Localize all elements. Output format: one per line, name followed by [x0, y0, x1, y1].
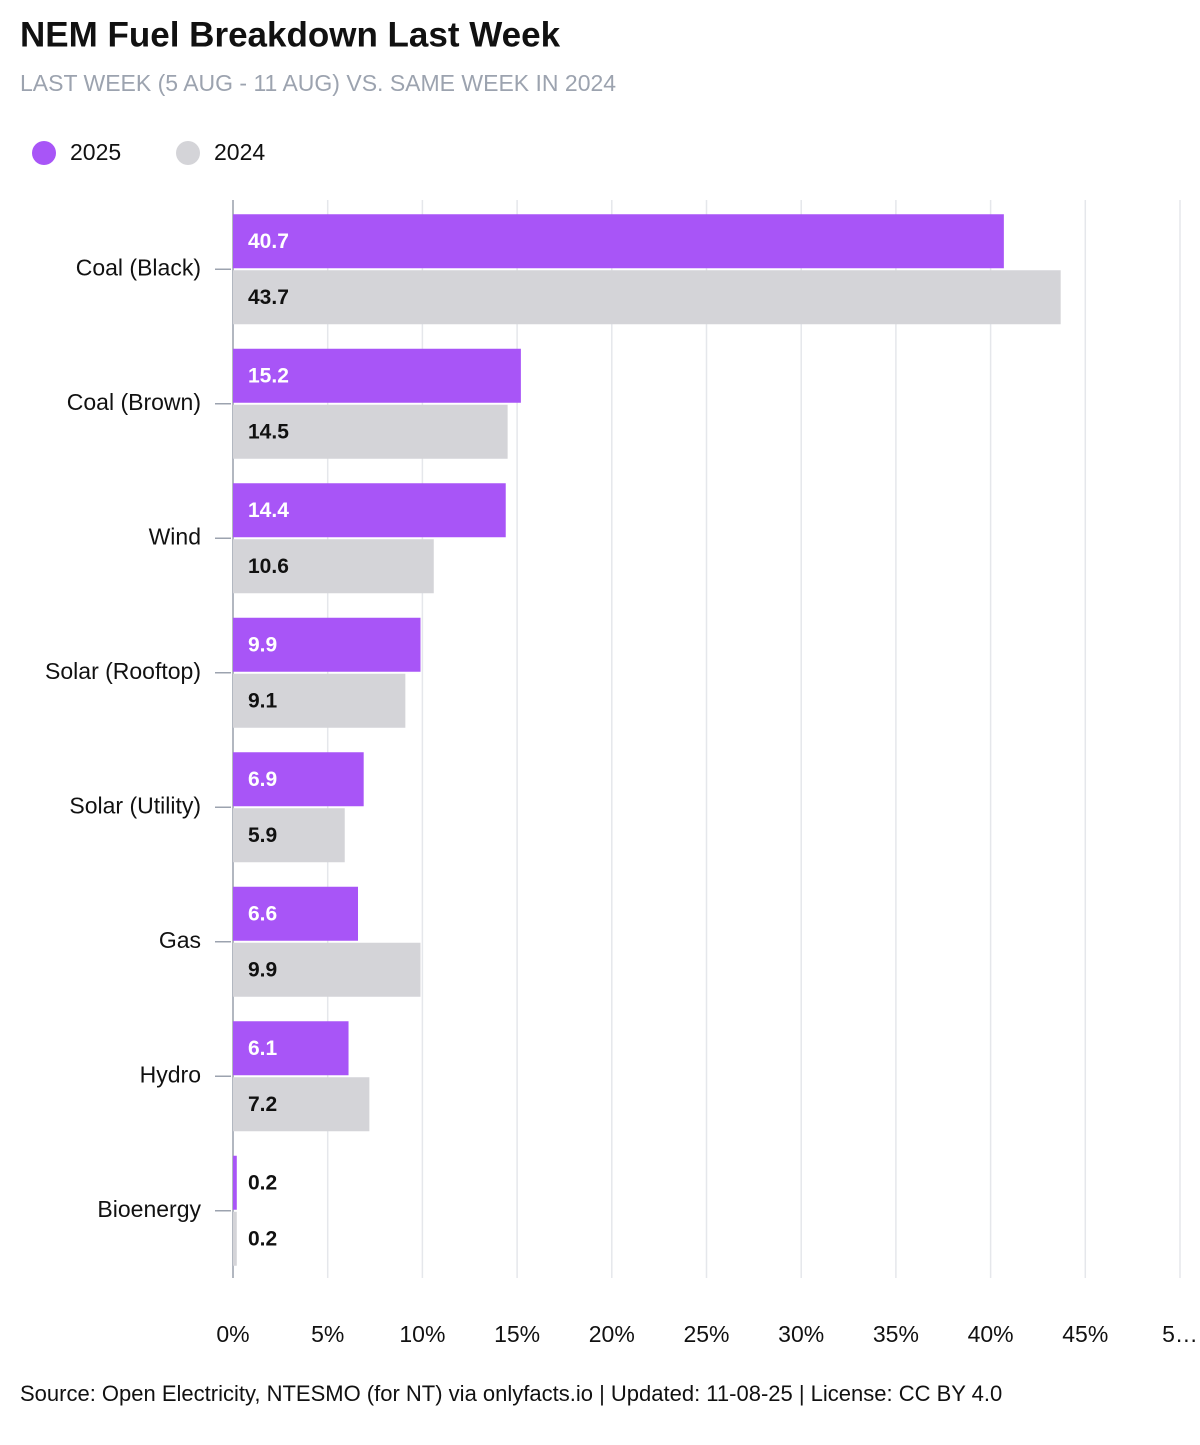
bar: [233, 214, 1004, 269]
bar: [233, 673, 406, 728]
value-label: 0.2: [248, 1227, 277, 1250]
bar: [233, 483, 506, 538]
bar: [233, 1211, 237, 1266]
y-tick-label: Bioenergy: [97, 1196, 201, 1222]
y-tick-label: Coal (Black): [76, 254, 201, 280]
x-tick-label: 20%: [589, 1321, 635, 1347]
value-label: 6.1: [248, 1037, 278, 1060]
bar: [233, 404, 508, 459]
value-label: 9.9: [248, 958, 277, 981]
bar: [233, 539, 434, 594]
legend-label: 2025: [70, 139, 121, 165]
x-tick-label: 30%: [778, 1321, 824, 1347]
legend-swatch: [176, 141, 200, 165]
value-label: 14.4: [248, 499, 289, 522]
x-tick-label: 40%: [968, 1321, 1014, 1347]
value-label: 0.2: [248, 1171, 277, 1194]
bar: [233, 752, 364, 807]
y-tick-label: Solar (Rooftop): [45, 658, 201, 684]
value-label: 40.7: [248, 230, 289, 253]
value-label: 7.2: [248, 1093, 277, 1116]
legend-swatch: [32, 141, 56, 165]
x-tick-label: 0%: [216, 1321, 249, 1347]
y-tick-label: Hydro: [140, 1061, 201, 1087]
x-tick-label: 10%: [399, 1321, 445, 1347]
bar: [233, 348, 521, 403]
y-tick-label: Gas: [159, 927, 201, 953]
legend-label: 2024: [214, 139, 265, 165]
value-label: 10.6: [248, 555, 289, 578]
bar: [233, 617, 421, 672]
value-label: 9.1: [248, 689, 278, 712]
bar: [233, 270, 1061, 325]
bar: [233, 886, 359, 941]
x-tick-label: 35%: [873, 1321, 919, 1347]
value-label: 5.9: [248, 824, 277, 847]
bar: [233, 1155, 237, 1210]
x-tick-label: 45%: [1062, 1321, 1108, 1347]
value-label: 14.5: [248, 420, 289, 443]
value-label: 6.6: [248, 902, 277, 925]
y-tick-label: Solar (Utility): [69, 792, 201, 818]
bar: [233, 1077, 370, 1132]
x-tick-label: 5%: [311, 1321, 344, 1347]
value-label: 15.2: [248, 364, 289, 387]
bar: [233, 808, 345, 863]
y-tick-label: Coal (Brown): [67, 389, 201, 415]
y-tick-label: Wind: [149, 523, 201, 549]
x-tick-label: 25%: [683, 1321, 729, 1347]
chart-title: NEM Fuel Breakdown Last Week: [20, 15, 561, 54]
x-tick-label: 5…: [1162, 1321, 1198, 1347]
value-label: 43.7: [248, 286, 289, 309]
value-label: 6.9: [248, 768, 277, 791]
x-tick-label: 15%: [494, 1321, 540, 1347]
bar: [233, 942, 421, 997]
bar: [233, 1021, 349, 1076]
value-label: 9.9: [248, 633, 277, 656]
chart-subtitle: LAST WEEK (5 AUG - 11 AUG) VS. SAME WEEK…: [20, 70, 616, 96]
source-note: Source: Open Electricity, NTESMO (for NT…: [20, 1381, 1002, 1406]
